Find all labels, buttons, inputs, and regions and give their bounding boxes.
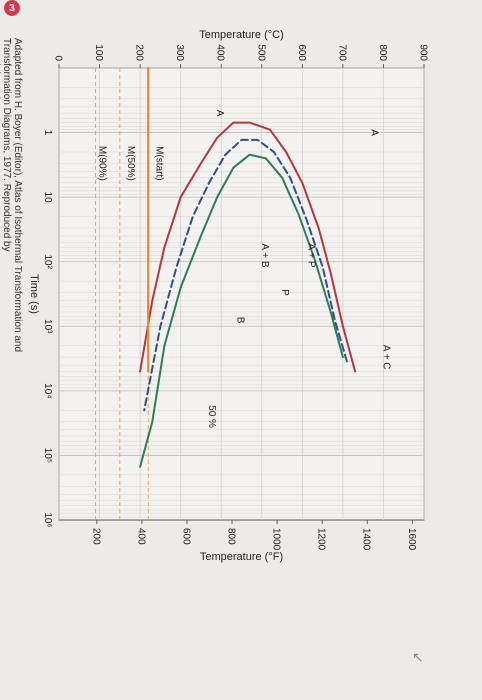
annotation-label: B <box>234 317 245 324</box>
y-tick-label: 200 <box>134 44 145 61</box>
y2-tick-label: 1000 <box>271 528 282 551</box>
y-axis-title: Temperature (°C) <box>199 29 283 41</box>
y-tick-label: 0 <box>53 55 64 61</box>
annotation-label: P <box>279 289 290 296</box>
y-tick-label: 600 <box>296 44 307 61</box>
y2-tick-label: 1400 <box>361 528 372 551</box>
y-tick-label: 300 <box>174 44 185 61</box>
chart-axes: 1 10 10² 10³ 10⁴ 10⁵ 10⁶ 0 100 200 300 400 500 600 700… <box>28 29 429 563</box>
y2-axis-title: Temperature (°F) <box>200 551 283 563</box>
x-tick-label: 1 <box>42 130 53 136</box>
caption-line: Materials Park, OH <box>0 38 1 122</box>
annotation-label: A <box>368 129 379 136</box>
series-line-0 <box>139 121 357 373</box>
annotation-label: M(90%) <box>97 146 108 181</box>
y-tick-label: 500 <box>255 44 266 61</box>
annotation-label: M(50%) <box>125 146 136 181</box>
annotation-label: M(start) <box>153 146 164 180</box>
y2-tick-label: 600 <box>180 528 191 545</box>
x-axis-title: Time (s) <box>28 274 40 314</box>
annotation-label: A + C <box>380 345 391 370</box>
annotation-label: A + P <box>305 243 316 268</box>
y-tick-label: 800 <box>377 44 388 61</box>
series-line-1 <box>143 138 348 412</box>
annotation-label: 50 % <box>206 405 217 428</box>
x-tick-label: 10 <box>42 192 53 204</box>
y2-tick-label: 200 <box>90 528 101 545</box>
x-tick-label: 10⁴ <box>42 383 53 398</box>
cursor-arrow-icon: ↖ <box>412 650 424 666</box>
y2-tick-label: 400 <box>135 528 146 545</box>
y-tick-label: 400 <box>215 44 226 61</box>
x-tick-label: 10⁵ <box>42 448 53 463</box>
chart-annotations: A A + C A + P P A + B A B 50 % M(start) M(50%) M(9… <box>97 110 392 428</box>
annotation-label: A <box>214 110 225 117</box>
y-tick-label: 700 <box>336 44 347 61</box>
x-tick-label: 10³ <box>42 319 53 334</box>
x-tick-label: 10⁶ <box>42 512 53 527</box>
y-tick-label: 100 <box>93 44 104 61</box>
y-tick-label: 900 <box>418 44 429 61</box>
annotation-label: A + B <box>259 243 270 268</box>
y2-tick-label: 1200 <box>316 528 327 551</box>
chart-caption: Adapted from H. Boyer (Editor), Atlas of… <box>0 38 23 352</box>
series-line-2 <box>139 153 344 468</box>
x-tick-label: 10² <box>42 254 53 269</box>
caption-line: Transformation Diagrams, 1977. Reproduce… <box>1 38 12 252</box>
y2-tick-label: 1600 <box>406 528 417 551</box>
y2-tick-label: 800 <box>226 528 237 545</box>
chart-series <box>95 66 357 520</box>
question-number-badge: 3 <box>4 0 20 16</box>
caption-line: Adapted from H. Boyer (Editor), Atlas of… <box>12 38 23 352</box>
